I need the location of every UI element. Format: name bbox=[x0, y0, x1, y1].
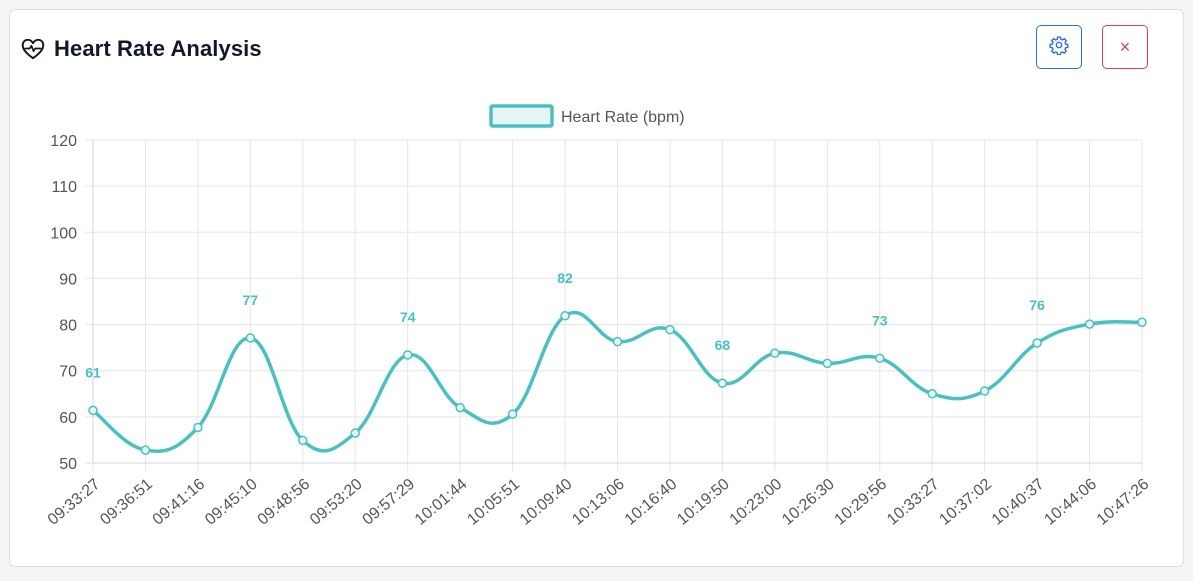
gear-icon bbox=[1049, 35, 1069, 60]
y-tick-label: 120 bbox=[50, 133, 77, 150]
heart-pulse-icon bbox=[20, 36, 46, 62]
data-point[interactable] bbox=[88, 405, 98, 416]
x-tick-label: 09:45:10 bbox=[202, 476, 261, 529]
x-tick-label: 09:48:56 bbox=[255, 476, 314, 529]
y-tick-label: 100 bbox=[50, 225, 77, 242]
data-point[interactable] bbox=[770, 348, 780, 358]
data-label: 74 bbox=[400, 309, 416, 325]
data-point[interactable] bbox=[612, 336, 623, 347]
card-header: Heart Rate Analysis bbox=[20, 36, 262, 62]
x-tick-label: 10:40:37 bbox=[989, 476, 1048, 529]
y-tick-label: 50 bbox=[59, 456, 77, 473]
data-label: 68 bbox=[715, 337, 731, 353]
x-tick-label: 10:33:27 bbox=[884, 476, 943, 529]
data-point[interactable] bbox=[455, 402, 465, 413]
data-point[interactable] bbox=[245, 333, 256, 343]
data-point[interactable] bbox=[140, 445, 151, 455]
data-point[interactable] bbox=[1084, 319, 1095, 329]
x-tick-label: 10:01:44 bbox=[412, 476, 471, 529]
data-label: 73 bbox=[872, 312, 888, 328]
data-point[interactable] bbox=[507, 409, 518, 419]
data-point[interactable] bbox=[1032, 338, 1042, 348]
data-point[interactable] bbox=[875, 353, 885, 364]
x-tick-label: 10:47:26 bbox=[1094, 476, 1153, 529]
x-tick-label: 10:23:00 bbox=[727, 476, 786, 529]
card-title: Heart Rate Analysis bbox=[54, 36, 262, 61]
data-point[interactable] bbox=[979, 386, 990, 396]
data-point[interactable] bbox=[193, 422, 203, 433]
x-tick-label: 10:16:40 bbox=[622, 476, 681, 529]
close-button[interactable]: × bbox=[1102, 25, 1148, 69]
legend-label[interactable]: Heart Rate (bpm) bbox=[561, 109, 685, 126]
series-line-heart-rate bbox=[91, 310, 1143, 453]
data-point[interactable] bbox=[927, 389, 937, 399]
heart-rate-card bbox=[9, 9, 1184, 567]
x-tick-label: 09:53:20 bbox=[307, 476, 366, 529]
y-tick-label: 60 bbox=[59, 410, 77, 427]
y-tick-label: 80 bbox=[59, 318, 77, 335]
x-tick-label: 10:19:50 bbox=[674, 476, 733, 529]
x-tick-label: 10:29:56 bbox=[832, 476, 891, 529]
y-tick-label: 90 bbox=[59, 271, 77, 288]
x-tick-label: 10:13:06 bbox=[569, 476, 628, 529]
x-tick-label: 10:44:06 bbox=[1041, 476, 1100, 529]
data-point[interactable] bbox=[822, 358, 833, 369]
legend-swatch[interactable] bbox=[489, 104, 554, 128]
x-tick-label: 10:26:30 bbox=[779, 476, 838, 529]
data-label: 61 bbox=[85, 364, 101, 380]
y-tick-label: 70 bbox=[59, 364, 77, 381]
data-label: 82 bbox=[557, 270, 573, 286]
x-tick-label: 09:36:51 bbox=[97, 476, 156, 529]
data-point[interactable] bbox=[350, 428, 360, 438]
data-point[interactable] bbox=[402, 350, 413, 360]
data-label: 76 bbox=[1029, 297, 1045, 313]
x-tick-label: 09:57:29 bbox=[359, 476, 418, 529]
data-point[interactable] bbox=[665, 324, 675, 335]
data-point[interactable] bbox=[1137, 317, 1147, 328]
settings-button[interactable] bbox=[1036, 25, 1082, 69]
close-icon: × bbox=[1119, 36, 1131, 57]
y-tick-label: 110 bbox=[51, 179, 77, 196]
x-tick-label: 09:33:27 bbox=[45, 476, 104, 529]
x-tick-label: 10:37:02 bbox=[936, 476, 995, 529]
data-point[interactable] bbox=[560, 311, 570, 321]
data-point[interactable] bbox=[717, 378, 728, 388]
x-tick-label: 09:41:16 bbox=[150, 476, 209, 529]
data-label: 77 bbox=[243, 292, 259, 308]
data-point[interactable] bbox=[298, 435, 308, 446]
x-tick-label: 10:09:40 bbox=[517, 476, 576, 529]
x-tick-label: 10:05:51 bbox=[464, 476, 523, 529]
